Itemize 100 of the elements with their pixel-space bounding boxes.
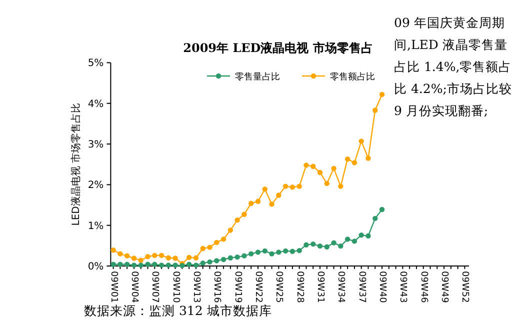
chart-title: 2009年 LED液晶电视 市场零售占 xyxy=(183,41,373,55)
x-tick-label: 09W34 xyxy=(336,271,346,304)
x-tick-label: 09W49 xyxy=(439,271,450,304)
point xyxy=(158,252,164,258)
point xyxy=(276,192,282,198)
legend-label: 零售额占比 xyxy=(330,72,375,82)
y-tick-label: 4% xyxy=(88,98,104,110)
x-tick-label: 09W28 xyxy=(294,271,304,304)
point xyxy=(317,170,323,176)
point xyxy=(186,254,192,260)
point xyxy=(242,253,247,258)
point xyxy=(131,256,137,261)
point xyxy=(152,252,158,258)
point xyxy=(172,262,178,268)
x-tick-label: 09W04 xyxy=(128,271,139,304)
x-tick-label: 09W25 xyxy=(274,271,284,303)
point xyxy=(234,217,240,223)
point xyxy=(317,243,323,249)
point xyxy=(262,248,268,254)
point xyxy=(214,240,220,246)
y-axis-title: LED液晶电视 市场零售占比 xyxy=(70,102,82,226)
x-tick-label: 09W22 xyxy=(252,271,263,303)
point xyxy=(145,254,150,260)
point xyxy=(166,255,172,260)
point xyxy=(193,262,199,268)
x-tick-label: 09W43 xyxy=(398,271,408,303)
point xyxy=(331,166,336,172)
point xyxy=(118,262,123,267)
point xyxy=(186,262,192,267)
point xyxy=(304,162,309,168)
point xyxy=(372,216,378,222)
point xyxy=(138,258,144,263)
point xyxy=(344,236,350,242)
point xyxy=(138,262,144,268)
point xyxy=(172,256,178,261)
point xyxy=(166,262,172,268)
point xyxy=(366,233,371,239)
point xyxy=(269,202,274,207)
point xyxy=(152,262,158,267)
x-tick-label: 09W31 xyxy=(315,271,325,303)
x-tick-label: 09W37 xyxy=(356,271,366,303)
point xyxy=(296,184,302,189)
point xyxy=(310,241,316,247)
point xyxy=(207,244,212,250)
point xyxy=(324,180,330,186)
source-note: 数据来源：监测 312 城市数据库 xyxy=(84,303,272,318)
x-tick-label: 09W52 xyxy=(460,271,470,303)
legend-label: 零售量占比 xyxy=(235,72,280,82)
point xyxy=(344,156,350,162)
point xyxy=(110,262,116,267)
point xyxy=(207,259,212,265)
point xyxy=(255,198,261,204)
y-tick-label: 1% xyxy=(88,220,104,232)
point xyxy=(324,244,330,250)
point xyxy=(331,240,336,246)
x-tick-label: 09W19 xyxy=(232,271,242,304)
y-tick-label: 2% xyxy=(88,180,104,192)
point xyxy=(352,160,358,166)
point xyxy=(366,156,371,161)
point xyxy=(145,262,150,267)
point xyxy=(220,256,226,262)
x-tick-label: 09W07 xyxy=(150,271,160,303)
point xyxy=(310,164,316,169)
annotation: 09 年国庆黄金周期间,LED 液晶零售量占比 1.4%,零售额占比 4.2%;市场占比较 9 月份实现翻番; xyxy=(394,14,513,120)
point xyxy=(200,246,206,252)
point xyxy=(124,253,130,258)
y-tick-label: 0% xyxy=(88,262,104,272)
point xyxy=(110,248,116,253)
point xyxy=(158,262,164,268)
point xyxy=(358,138,364,144)
point xyxy=(290,248,296,254)
point xyxy=(200,260,206,266)
point xyxy=(255,250,261,255)
point xyxy=(296,248,302,254)
point xyxy=(379,206,385,212)
x-tick-label: 09W01 xyxy=(108,271,118,303)
point xyxy=(372,108,378,113)
point xyxy=(379,92,385,98)
y-tick-label: 5% xyxy=(88,58,104,70)
x-tick-label: 09W13 xyxy=(190,271,201,303)
y-tick-label: 3% xyxy=(88,140,104,151)
point xyxy=(304,242,309,248)
point xyxy=(248,200,254,206)
point xyxy=(282,184,288,189)
point xyxy=(131,262,137,268)
point xyxy=(338,243,344,249)
x-tick-label: 09W10 xyxy=(170,271,180,304)
point xyxy=(234,254,240,260)
point xyxy=(358,232,364,238)
point xyxy=(118,251,123,256)
point xyxy=(242,212,247,217)
point xyxy=(228,255,234,260)
point xyxy=(124,262,130,267)
x-tick-label: 09W46 xyxy=(418,271,428,304)
x-tick-label: 09W16 xyxy=(212,271,222,304)
point xyxy=(262,186,268,192)
point xyxy=(193,255,199,260)
point xyxy=(276,250,282,255)
point xyxy=(338,184,344,189)
point xyxy=(228,228,234,233)
